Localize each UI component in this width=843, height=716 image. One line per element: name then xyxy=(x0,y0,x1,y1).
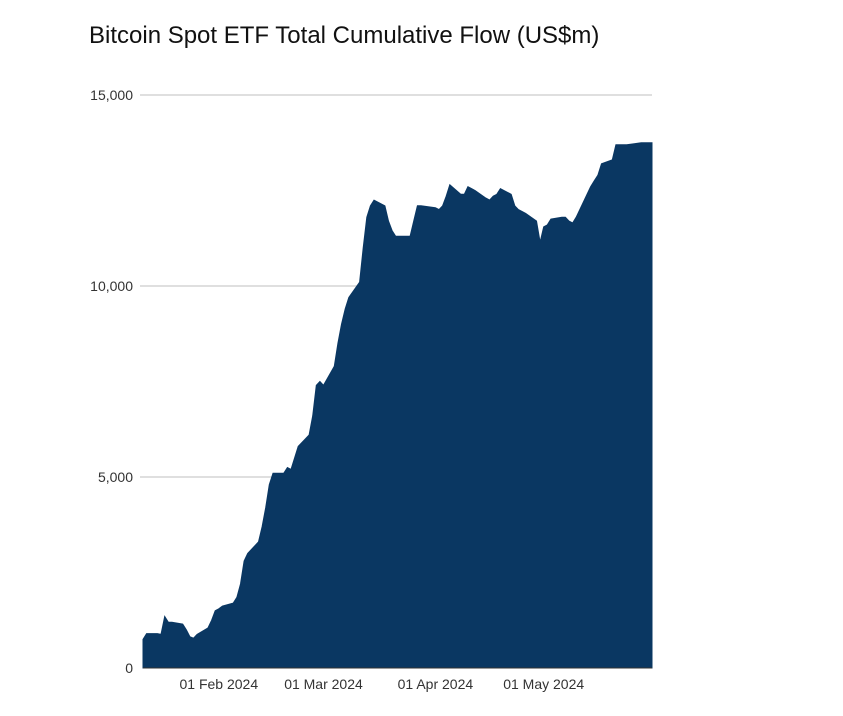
chart-title: Bitcoin Spot ETF Total Cumulative Flow (… xyxy=(89,22,600,49)
x-tick-label: 01 Feb 2024 xyxy=(179,676,258,692)
area-series-0 xyxy=(142,142,653,669)
x-tick-label: 01 Apr 2024 xyxy=(398,676,474,692)
y-tick-label: 10,000 xyxy=(90,278,133,294)
y-tick-label: 5,000 xyxy=(98,469,133,485)
x-tick-label: 01 May 2024 xyxy=(503,676,584,692)
x-tick-label: 01 Mar 2024 xyxy=(284,676,363,692)
axes: 0 5,000 10,000 15,000 01 Feb 2024 01 Mar 2024… xyxy=(90,87,652,692)
plot-area xyxy=(142,142,653,669)
y-tick-label: 15,000 xyxy=(90,87,133,103)
y-tick-label: 0 xyxy=(125,660,133,676)
